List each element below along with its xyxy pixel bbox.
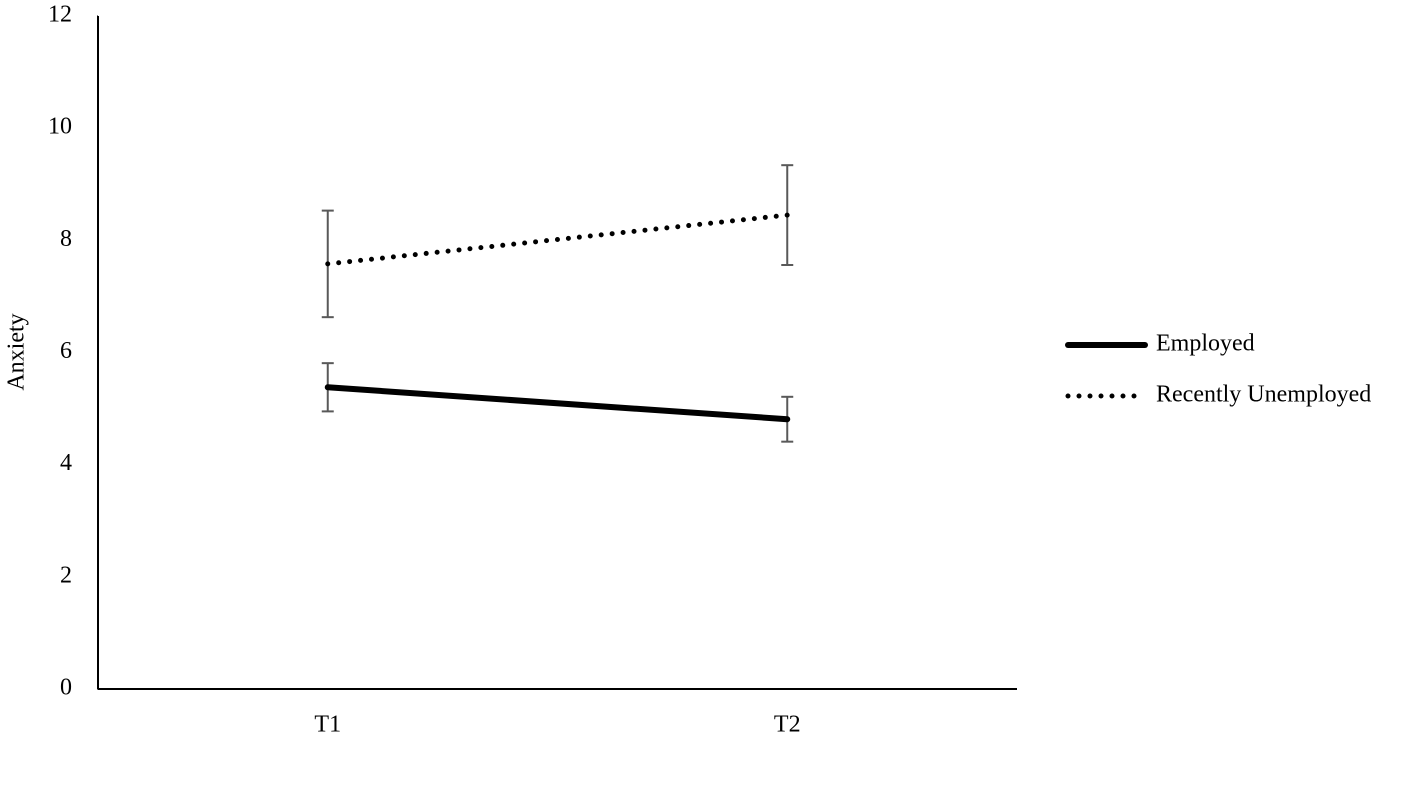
- y-tick-label: 8: [60, 226, 72, 252]
- y-tick-label: 2: [60, 562, 72, 588]
- y-tick-label: 12: [48, 2, 72, 28]
- y-tick-label: 0: [60, 675, 72, 701]
- y-tick-label: 6: [60, 338, 72, 364]
- y-axis-label: Anxiety: [4, 313, 30, 390]
- series-line: [324, 384, 791, 423]
- legend-label: Employed: [1156, 331, 1255, 357]
- y-tick-label: 4: [60, 450, 72, 476]
- legend-label: Recently Unemployed: [1156, 382, 1371, 408]
- series-line: [325, 212, 790, 267]
- x-tick-label: T1: [314, 712, 341, 738]
- x-tick-label: T2: [774, 712, 801, 738]
- y-tick-label: 10: [48, 114, 72, 140]
